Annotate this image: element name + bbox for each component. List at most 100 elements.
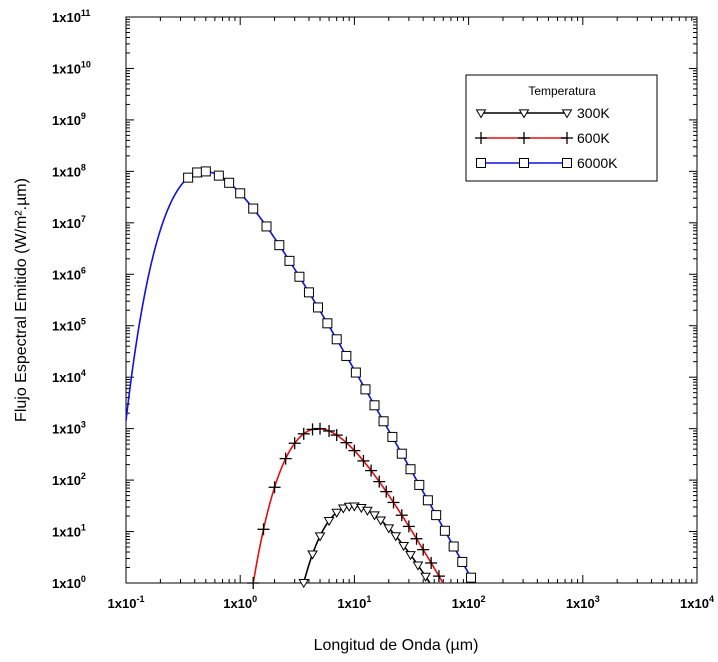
marker-600K [410, 532, 423, 545]
x-tick-label: 1x102 [452, 594, 486, 611]
x-axis-ticks [125, 17, 693, 583]
marker-6000K [431, 510, 442, 521]
marker-600K [425, 556, 438, 569]
legend-marker [475, 132, 487, 144]
marker-600K [297, 427, 310, 440]
marker-600K [314, 422, 327, 435]
marker-300K [420, 572, 431, 582]
marker-6000K [360, 384, 371, 395]
marker-600K [288, 437, 301, 450]
x-tick-label: 1x103 [566, 594, 600, 611]
marker-600K [257, 523, 270, 536]
marker-600K [417, 543, 430, 556]
series-line-6000K [125, 170, 475, 583]
x-axis-tick-labels: 1x10-1 1x100 1x101 1x102 1x103 1x104 [108, 594, 714, 611]
marker-6000K [341, 350, 352, 361]
legend-entry-6000K: 6000K [476, 155, 618, 171]
marker-600K [387, 496, 400, 509]
marker-300K [383, 524, 395, 534]
marker-6000K [405, 464, 416, 475]
legend-entry-300K: 300K [475, 105, 610, 121]
legend-marker [561, 109, 573, 119]
marker-6000K [448, 541, 459, 552]
legend-label: 600K [577, 130, 610, 146]
marker-6000K [422, 495, 433, 506]
y-tick-label: 1x104 [52, 368, 86, 385]
legend-marker [519, 158, 529, 168]
marker-300K [369, 511, 380, 521]
marker-600K [268, 481, 281, 494]
marker-600K [395, 509, 408, 522]
y-axis-tick-labels: 1x100 1x101 1x102 1x103 1x104 1x105 1x106 1x107… [52, 8, 91, 591]
marker-600K [380, 485, 393, 498]
marker-600K [306, 423, 319, 436]
marker-600K [247, 577, 260, 589]
marker-6000K [261, 221, 272, 232]
marker-6000K [322, 318, 333, 329]
marker-600K [432, 570, 445, 583]
marker-300K [375, 516, 387, 526]
marker-6000K [331, 334, 342, 345]
marker-6000K [414, 479, 425, 490]
marker-6000K [350, 367, 361, 378]
series-markers [183, 166, 477, 589]
marker-6000K [396, 448, 407, 459]
legend: Temperatura 300K 600K 6000K [465, 74, 658, 182]
y-tick-label: 1x109 [52, 111, 86, 128]
legend-marker [475, 109, 487, 119]
marker-300K [390, 532, 402, 542]
y-tick-label: 1x107 [52, 214, 86, 231]
y-tick-label: 1x1011 [52, 8, 90, 25]
y-tick-label: 1x101 [52, 523, 86, 540]
legend-marker [562, 158, 572, 168]
marker-6000K [369, 400, 380, 411]
y-axis-title: Flujo Espectral Emitido (W/m².µm) [13, 178, 30, 422]
y-tick-label: 1x1010 [52, 59, 91, 76]
marker-6000K [224, 177, 235, 188]
marker-600K [365, 464, 378, 477]
legend-marker [561, 132, 573, 144]
marker-600K [348, 444, 361, 457]
marker-300K [405, 551, 416, 561]
y-axis-ticks [126, 18, 697, 584]
x-tick-label: 1x101 [337, 594, 371, 611]
legend-entries: 300K 600K 6000K [475, 105, 618, 171]
marker-6000K [235, 188, 246, 199]
marker-600K [402, 520, 415, 533]
marker-300K [331, 508, 343, 518]
marker-6000K [274, 240, 285, 251]
marker-600K [373, 475, 386, 488]
legend-marker [518, 109, 530, 119]
marker-6000K [183, 172, 194, 183]
y-tick-label: 1x102 [52, 471, 86, 488]
marker-6000K [213, 170, 224, 181]
plot-frame [125, 16, 698, 584]
x-tick-label: 1x10-1 [108, 594, 145, 611]
marker-600K [340, 436, 353, 449]
series-line-300K [303, 505, 431, 583]
marker-6000K [466, 572, 477, 583]
x-axis-title: Longitud de Onda (µm) [314, 637, 479, 654]
marker-300K [307, 550, 318, 560]
marker-6000K [387, 431, 398, 442]
marker-300K [323, 517, 335, 527]
marker-6000K [248, 203, 259, 214]
marker-600K [330, 429, 343, 442]
marker-6000K [200, 166, 211, 177]
marker-6000K [457, 556, 468, 567]
legend-marker [476, 158, 486, 168]
marker-300K [298, 579, 310, 589]
marker-300K [314, 532, 326, 542]
x-tick-label: 1x104 [680, 594, 714, 611]
legend-entry-600K: 600K [475, 130, 610, 146]
marker-600K [279, 452, 292, 465]
marker-6000K [284, 255, 295, 266]
marker-6000K [378, 416, 389, 427]
marker-300K [362, 506, 373, 516]
y-tick-label: 1x103 [52, 420, 86, 437]
marker-300K [337, 504, 349, 514]
marker-300K [398, 542, 410, 552]
y-tick-label: 1x105 [52, 317, 86, 334]
